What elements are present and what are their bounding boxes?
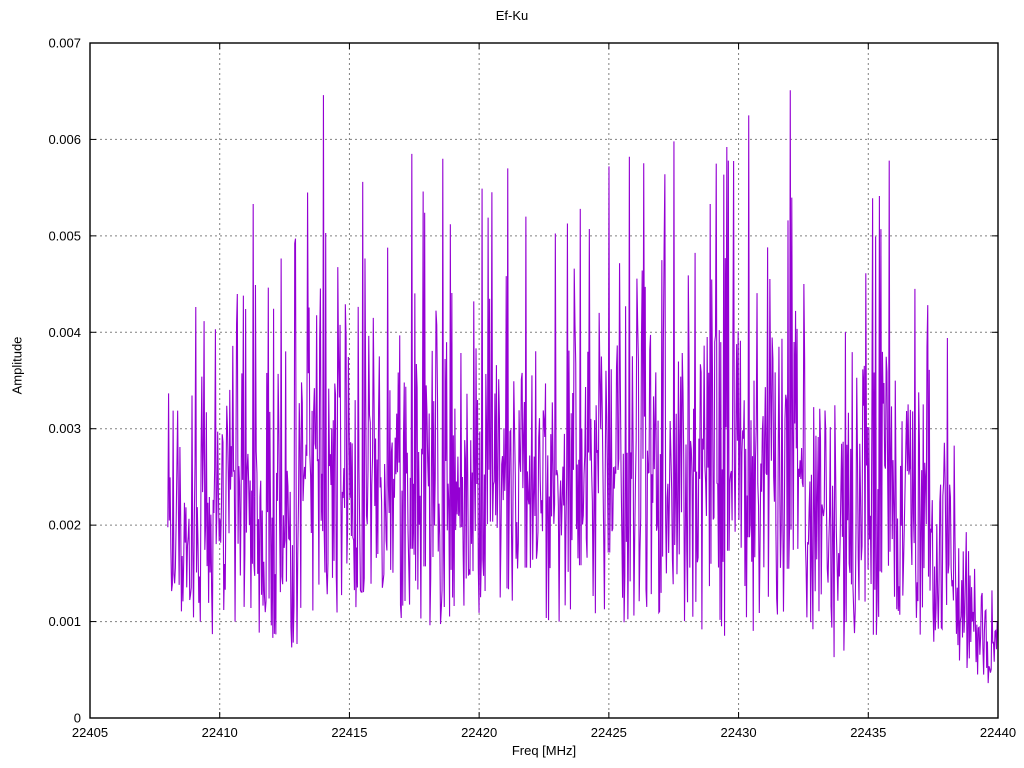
x-tick-label: 22425	[591, 725, 627, 740]
x-tick-label: 22410	[202, 725, 238, 740]
x-tick-labels: 22405 22410 22415 22420 22425 22430 22435 22440	[72, 725, 1016, 740]
x-tick-label: 22420	[461, 725, 497, 740]
y-tick-label: 0.004	[48, 325, 81, 340]
data-series	[167, 90, 999, 684]
y-tick-label: 0	[74, 711, 81, 726]
spectrum-trace	[167, 90, 999, 684]
y-tick-label: 0.001	[48, 614, 81, 629]
plot-border	[89, 42, 999, 719]
x-axis-label: Freq [MHz]	[511, 743, 577, 758]
y-tick-label: 0.003	[48, 421, 81, 436]
grid-lines	[90, 42, 998, 718]
y-tick-label: 0.002	[48, 518, 81, 533]
axis-ticks	[89, 42, 999, 719]
chart-title: Ef-Ku	[495, 8, 529, 23]
x-tick-label: 22440	[980, 725, 1016, 740]
x-tick-label: 22430	[720, 725, 756, 740]
y-tick-label: 0.007	[48, 36, 81, 51]
x-tick-label: 22435	[850, 725, 886, 740]
y-tick-label: 0.006	[48, 132, 81, 147]
plot-frame	[89, 42, 999, 719]
x-tick-label: 22415	[331, 725, 367, 740]
y-tick-labels: 0 0.001 0.002 0.003 0.004 0.005 0.006 0.007	[48, 36, 81, 726]
y-tick-label: 0.005	[48, 228, 81, 243]
x-tick-label: 22405	[72, 725, 108, 740]
